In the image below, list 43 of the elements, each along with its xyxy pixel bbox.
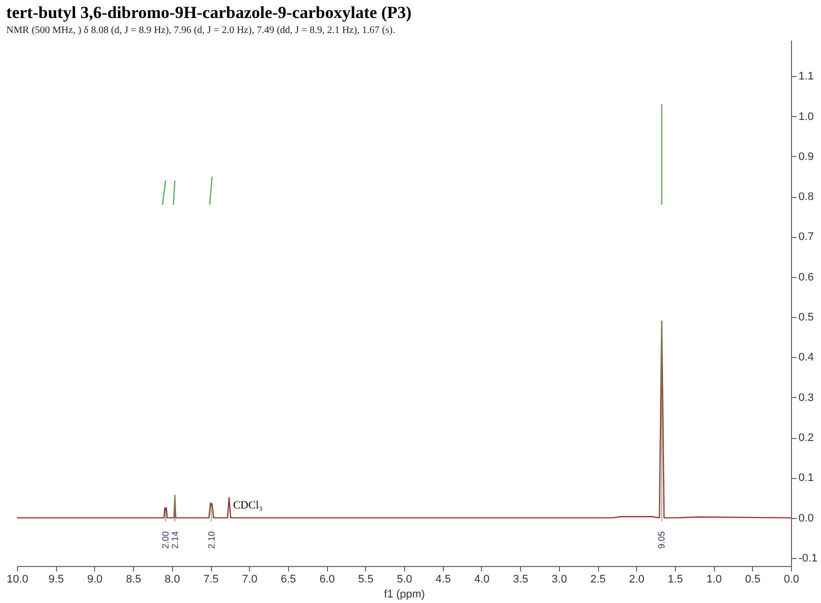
x-tick-label: 5.0 <box>396 574 412 586</box>
x-tick-label: 2.5 <box>590 574 606 586</box>
x-tick-label: 10.0 <box>6 574 28 586</box>
x-tick-label: 1.0 <box>706 574 722 586</box>
y-tick-label: 1.0 <box>798 110 814 123</box>
y-tick-label: -0.1 <box>798 552 818 564</box>
x-tick-label: 7.0 <box>242 574 258 586</box>
x-tick-label: 0.0 <box>784 574 800 586</box>
chart-title: tert-butyl 3,6-dibromo-9H-carbazole-9-carboxylate (P3) <box>6 3 412 22</box>
annotation: CDCl₃ <box>233 500 263 512</box>
annotation: 9.05 <box>656 531 667 549</box>
y-tick-label: 0.4 <box>798 352 814 364</box>
line-series <box>16 320 792 518</box>
x-tick-label: 8.0 <box>164 574 180 586</box>
x-tick-label: 4.5 <box>436 574 451 586</box>
y-tick-label: 0.1 <box>798 472 814 484</box>
y-tick-label: 0.6 <box>798 271 814 284</box>
y-tick-label: 0.3 <box>798 392 814 404</box>
y-tick-label: 0.7 <box>798 231 814 244</box>
x-tick-label: 7.5 <box>203 574 219 586</box>
x-tick-label: 0.5 <box>745 574 760 586</box>
x-tick-label: 6.0 <box>319 574 335 586</box>
y-tick-label: 0.9 <box>798 150 814 163</box>
chart-subtitle: NMR (500 MHz, ) δ 8.08 (d, J = 8.9 Hz), 7.96 (d, J = 2.0 Hz), 7.49 (dd, J = 8.9, 2.1 Hz), 1.67 (s). <box>6 25 396 36</box>
x-tick-label: 6.5 <box>280 574 296 586</box>
x-tick-label: 4.0 <box>474 574 490 586</box>
annotation: 2.14 <box>170 531 180 549</box>
y-tick-label: 0.5 <box>798 312 814 324</box>
y-tick-label: 0.0 <box>798 512 814 524</box>
y-tick-label: 0.2 <box>798 432 814 444</box>
x-tick-label: 1.5 <box>668 574 684 586</box>
x-tick-label: 3.0 <box>552 574 567 586</box>
x-axis-title: f1 (ppm) <box>384 588 425 600</box>
annotation: 2.00 <box>160 531 171 549</box>
y-tick-label: 0.8 <box>798 191 814 204</box>
x-tick-label: 5.5 <box>358 574 374 586</box>
y-tick-label: 1.1 <box>798 70 814 83</box>
x-tick-label: 9.5 <box>48 574 64 586</box>
x-tick-label: 3.5 <box>512 574 528 586</box>
x-tick-label: 9.0 <box>87 574 103 586</box>
x-tick-label: 2.0 <box>629 574 644 586</box>
annotation: 2.10 <box>206 531 216 549</box>
x-tick-label: 8.5 <box>126 574 142 586</box>
